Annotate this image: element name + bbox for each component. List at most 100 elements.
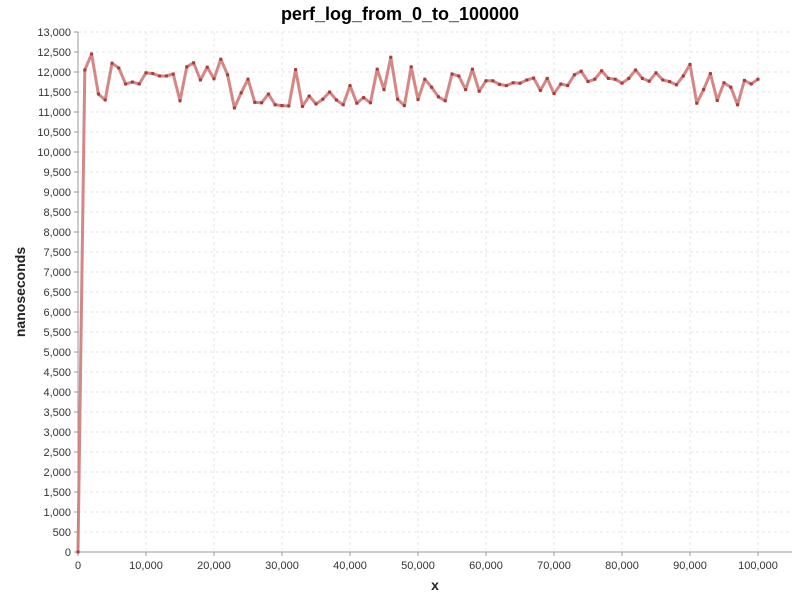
y-tick-label: 10,000 <box>37 147 71 159</box>
y-ticks: 0 500 1,000 1,500 2,000 2,500 3,000 3,500 4,000 4… <box>37 27 78 559</box>
y-tick-label: 2,000 <box>43 467 71 479</box>
data-point <box>729 85 733 89</box>
data-point <box>566 84 570 88</box>
data-point <box>491 79 495 83</box>
data-point <box>450 72 454 76</box>
data-point <box>362 96 366 100</box>
data-point <box>321 97 325 101</box>
data-point <box>613 77 617 81</box>
x-tick-label: 30,000 <box>265 560 299 572</box>
data-point <box>647 79 651 83</box>
data-point <box>688 62 692 66</box>
y-tick-label: 9,000 <box>43 187 71 199</box>
data-point <box>246 77 250 81</box>
data-point <box>545 76 549 80</box>
data-point <box>634 68 638 72</box>
data-point <box>430 85 434 89</box>
data-point <box>144 71 148 75</box>
data-point <box>389 55 393 59</box>
data-point <box>328 90 332 94</box>
data-point <box>620 81 624 85</box>
y-tick-label: 13,000 <box>37 27 71 39</box>
data-point <box>559 82 563 86</box>
data-point <box>749 82 753 86</box>
y-tick-label: 4,000 <box>43 387 71 399</box>
data-point <box>722 81 726 85</box>
data-point <box>226 73 230 77</box>
data-point <box>368 101 372 105</box>
data-point <box>695 101 699 105</box>
data-point <box>443 99 447 103</box>
x-tick-label: 70,000 <box>537 560 571 572</box>
data-point <box>232 106 236 110</box>
x-tick-label: 40,000 <box>333 560 367 572</box>
data-point <box>158 74 162 78</box>
data-point <box>219 57 223 61</box>
data-point <box>171 72 175 76</box>
series <box>76 52 760 554</box>
chart-title: perf_log_from_0_to_100000 <box>281 4 519 24</box>
data-point <box>423 77 427 81</box>
x-tick-label: 60,000 <box>469 560 503 572</box>
data-point <box>668 80 672 84</box>
data-point <box>314 102 318 106</box>
data-point <box>654 71 658 75</box>
data-point <box>593 77 597 81</box>
data-point <box>498 82 502 86</box>
data-point <box>409 65 413 69</box>
y-tick-label: 3,000 <box>43 427 71 439</box>
data-point <box>572 73 576 77</box>
data-point <box>273 103 277 107</box>
data-point <box>178 99 182 103</box>
data-point <box>110 61 114 65</box>
data-point <box>674 83 678 87</box>
data-point <box>484 79 488 83</box>
data-point <box>280 104 284 108</box>
data-point <box>266 92 270 96</box>
y-tick-label: 12,500 <box>37 47 71 59</box>
data-point <box>661 78 665 82</box>
data-point <box>185 65 189 69</box>
x-tick-label: 0 <box>75 560 81 572</box>
data-point <box>212 77 216 81</box>
data-point <box>355 101 359 105</box>
y-tick-label: 3,500 <box>43 407 71 419</box>
y-tick-label: 12,000 <box>37 67 71 79</box>
y-tick-label: 6,500 <box>43 287 71 299</box>
data-point <box>600 69 604 73</box>
data-point <box>334 98 338 102</box>
y-tick-label: 8,500 <box>43 207 71 219</box>
data-point <box>708 72 712 76</box>
data-point <box>627 76 631 80</box>
data-point <box>198 78 202 82</box>
data-point <box>586 80 590 84</box>
y-tick-label: 500 <box>53 527 71 539</box>
data-point <box>192 61 196 65</box>
data-point <box>90 52 94 56</box>
data-point <box>130 80 134 84</box>
data-point <box>525 78 529 82</box>
y-tick-label: 11,500 <box>38 87 71 99</box>
y-tick-label: 8,000 <box>43 227 71 239</box>
data-point <box>538 88 542 92</box>
data-point <box>151 72 155 76</box>
y-tick-label: 11,000 <box>38 107 71 119</box>
y-tick-label: 0 <box>65 547 71 559</box>
data-point <box>457 74 461 78</box>
data-point <box>375 67 379 71</box>
y-tick-label: 7,000 <box>43 267 71 279</box>
data-point <box>164 74 168 78</box>
data-point <box>504 84 508 88</box>
data-point <box>341 103 345 107</box>
grid <box>78 31 792 552</box>
x-tick-label: 20,000 <box>197 560 231 572</box>
y-tick-label: 6,000 <box>43 307 71 319</box>
data-point <box>511 81 515 85</box>
x-ticks: 0 10,000 20,000 30,000 40,000 50,000 60,000 70,… <box>75 552 778 572</box>
data-point <box>606 76 610 80</box>
data-point <box>742 78 746 82</box>
data-point <box>402 104 406 108</box>
x-tick-label: 10,000 <box>129 560 163 572</box>
data-point <box>300 104 304 108</box>
